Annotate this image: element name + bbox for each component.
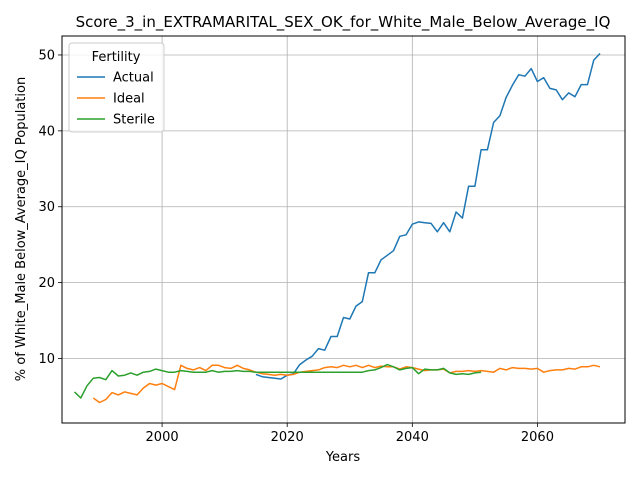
y-axis-label: % of White_Male Below_Average_IQ Populat… <box>14 77 29 381</box>
plot-frame <box>61 35 626 424</box>
y-tick-label: 30 <box>38 200 55 215</box>
series-line-ideal <box>92 364 601 404</box>
legend: Fertility Actual Ideal Sterile <box>68 42 165 133</box>
series-line-actual <box>255 52 601 380</box>
legend-title: Fertility <box>92 50 141 65</box>
y-tick-label: 50 <box>38 48 55 63</box>
x-axis-label: Years <box>325 450 361 465</box>
legend-label-actual: Actual <box>113 71 154 86</box>
series-line-sterile <box>73 363 482 399</box>
series-lines <box>73 52 601 404</box>
axis-ticks: 2000 2020 2040 2060 10 20 30 40 50 <box>38 48 554 445</box>
x-tick-label: 2020 <box>271 430 304 445</box>
legend-label-sterile: Sterile <box>113 113 155 128</box>
x-tick-label: 2000 <box>146 430 179 445</box>
y-tick-label: 20 <box>38 276 55 291</box>
legend-label-ideal: Ideal <box>113 92 145 107</box>
x-tick-label: 2060 <box>521 430 554 445</box>
legend-items: Actual Ideal Sterile <box>77 71 155 128</box>
y-tick-label: 40 <box>38 124 55 139</box>
chart-title: Score_3_in_EXTRAMARITAL_SEX_OK_for_White… <box>76 13 611 32</box>
legend-box <box>68 42 165 133</box>
y-tick-label: 10 <box>38 352 55 367</box>
x-tick-label: 2040 <box>396 430 429 445</box>
